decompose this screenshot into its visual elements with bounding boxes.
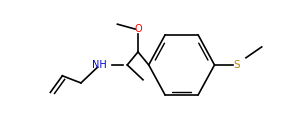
Text: NH: NH [92,60,107,70]
Text: O: O [134,24,142,34]
Text: S: S [233,60,240,70]
